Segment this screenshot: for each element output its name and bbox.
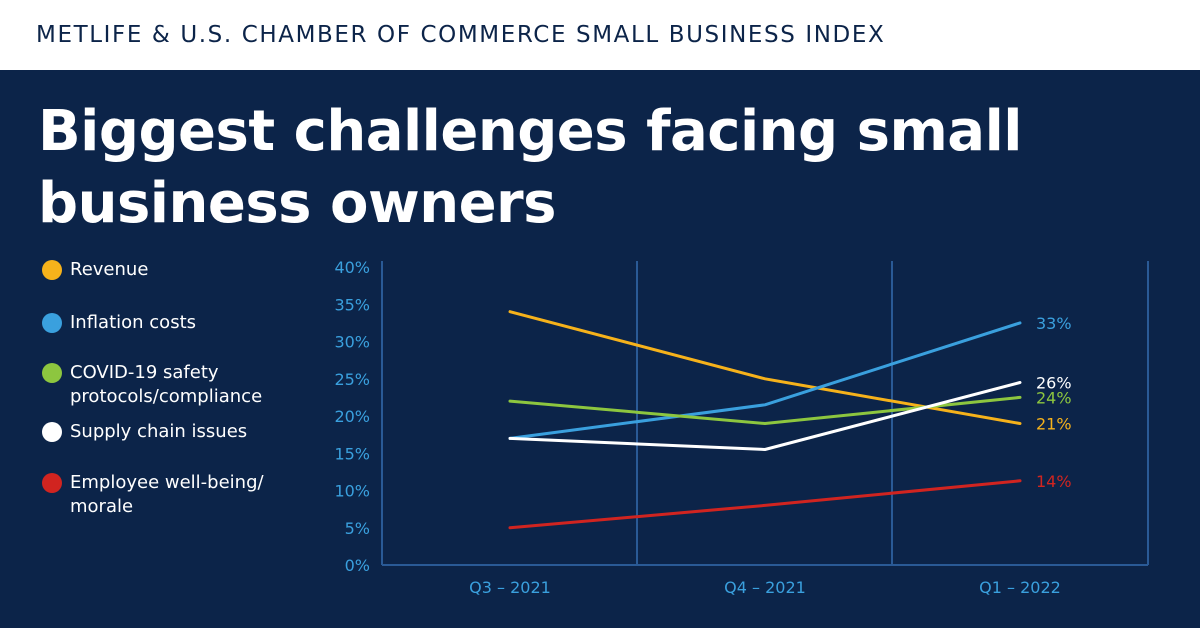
end-label-3: 26% xyxy=(1036,373,1072,392)
series-line-0 xyxy=(508,310,1022,425)
header-label: METLIFE & U.S. CHAMBER OF COMMERCE SMALL… xyxy=(36,22,886,48)
y-tick-label-1: 5% xyxy=(345,519,370,538)
legend-label-inflation: Inflation costs xyxy=(70,312,197,333)
y-tick-label-4: 20% xyxy=(334,407,370,426)
end-label-1: 33% xyxy=(1036,314,1072,333)
series-line-4 xyxy=(508,479,1022,530)
legend-dot-revenue xyxy=(42,260,62,280)
legend-dot-inflation xyxy=(42,313,62,333)
series-line-1 xyxy=(508,321,1022,440)
legend-dot-employee xyxy=(42,473,62,493)
legend-label-supply-chain: Supply chain issues xyxy=(70,421,248,442)
y-tick-label-3: 15% xyxy=(334,444,370,463)
legend-item-employee: Employee well-being/ morale xyxy=(42,471,290,519)
legend-dot-covid xyxy=(42,363,62,383)
chart-title: Biggest challenges facing small business… xyxy=(38,99,1022,236)
end-label-0: 21% xyxy=(1036,414,1072,433)
legend-item-supply-chain: Supply chain issues xyxy=(42,420,290,444)
legend-dot-supply-chain xyxy=(42,422,62,442)
legend-label-revenue: Revenue xyxy=(70,259,149,280)
legend-label-covid: COVID-19 safety protocols/compliance xyxy=(70,362,263,407)
x-tick-label-1: Q4 – 2021 xyxy=(724,578,806,597)
y-tick-label-6: 30% xyxy=(334,333,370,352)
x-tick-label-2: Q1 – 2022 xyxy=(979,578,1061,597)
y-tick-label-0: 0% xyxy=(345,556,370,575)
y-tick-label-7: 35% xyxy=(334,295,370,314)
legend-item-covid: COVID-19 safety protocols/compliance xyxy=(42,361,290,409)
x-tick-label-0: Q3 – 2021 xyxy=(469,578,551,597)
y-tick-label-5: 25% xyxy=(334,370,370,389)
y-tick-label-2: 10% xyxy=(334,482,370,501)
y-tick-label-8: 40% xyxy=(334,258,370,277)
series-line-3 xyxy=(508,381,1022,451)
legend-item-revenue: Revenue xyxy=(42,258,290,282)
header-bar: METLIFE & U.S. CHAMBER OF COMMERCE SMALL… xyxy=(0,0,1200,70)
end-label-4: 14% xyxy=(1036,472,1072,491)
end-label-2: 24% xyxy=(1036,388,1072,407)
legend-label-employee: Employee well-being/ morale xyxy=(70,472,264,517)
legend-item-inflation: Inflation costs xyxy=(42,311,290,335)
